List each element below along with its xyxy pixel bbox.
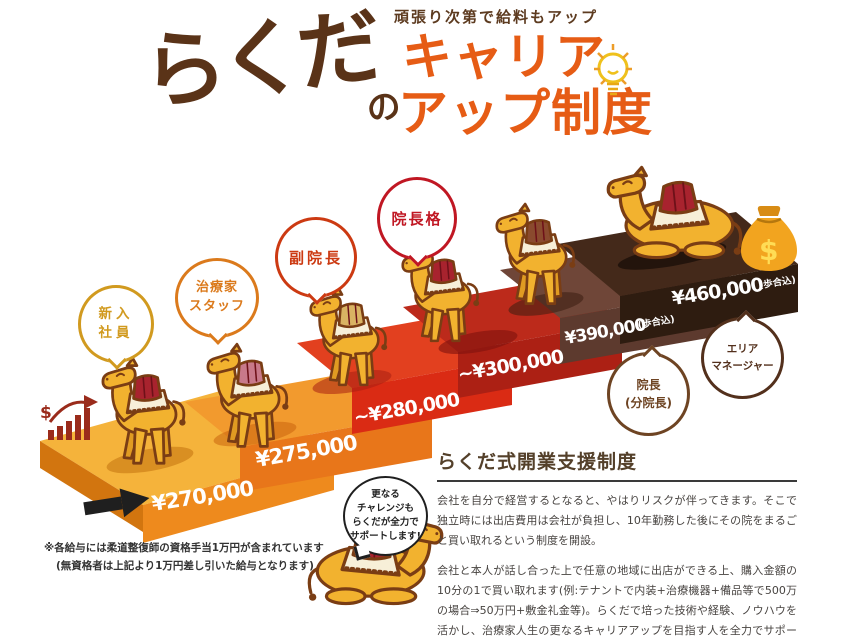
role-bubble-staff: 治療家 スタッフ	[175, 258, 259, 345]
role-bubble-new-employee: 新入 社員	[78, 285, 154, 370]
role-label: 新入 社員	[98, 306, 134, 341]
start-arrow-icon	[83, 488, 150, 518]
svg-text:(歩合込): (歩合込)	[758, 274, 797, 292]
role-label: 院長 (分院長)	[625, 378, 672, 410]
salary-footnote: ※各給与には柔道整復師の資格手当1万円が含まれています (無資格者は上記より1万…	[44, 540, 324, 576]
role-bubble-area-manager: エリア マネージャー	[701, 310, 784, 399]
support-bubble-text: 更なる チャレンジも らくだが全力で サポートします!	[350, 489, 421, 542]
role-label: 治療家 スタッフ	[188, 280, 245, 314]
money-bag-icon: $	[741, 206, 797, 271]
support-bubble: 更なる チャレンジも らくだが全力で サポートします!	[343, 476, 428, 561]
role-bubble-director: 院長 (分院長)	[607, 345, 690, 436]
page-title-line1: キャリア	[402, 28, 606, 86]
opening-support-heading: らくだ式開業支援制度	[437, 451, 638, 473]
opening-support-section: らくだ式開業支援制度 会社を自分で経営するとなると、やはりリスクが伴ってきます。…	[437, 447, 797, 640]
svg-text:$: $	[759, 234, 778, 267]
growth-chart-icon: $	[40, 395, 98, 440]
heading-underline	[437, 480, 797, 482]
role-bubble-director-class: 院長格	[377, 177, 457, 267]
page-title-line2: アップ制度	[398, 84, 653, 142]
svg-text:$: $	[40, 403, 52, 423]
tagline: 頑張り次第で給料もアップ	[394, 8, 599, 26]
opening-support-paragraph2: 会社と本人が話し合った上で任意の地域に出店ができる上、購入金額の10分の1で買い…	[437, 564, 797, 637]
role-bubble-vice-director: 副院長	[275, 217, 357, 305]
footnote-line2: (無資格者は上記より1万円差し引いた給与となります)	[56, 559, 314, 572]
role-label: エリア マネージャー	[711, 343, 774, 372]
lightbulb-icon	[594, 44, 632, 96]
opening-support-paragraph1: 会社を自分で経営するとなると、やはりリスクが伴ってきます。そこで独立時には出店費…	[437, 494, 797, 547]
role-label: 副院長	[288, 249, 343, 267]
role-label: 院長格	[391, 210, 443, 228]
footnote-line1: ※各給与には柔道整復師の資格手当1万円が含まれています	[44, 542, 324, 554]
